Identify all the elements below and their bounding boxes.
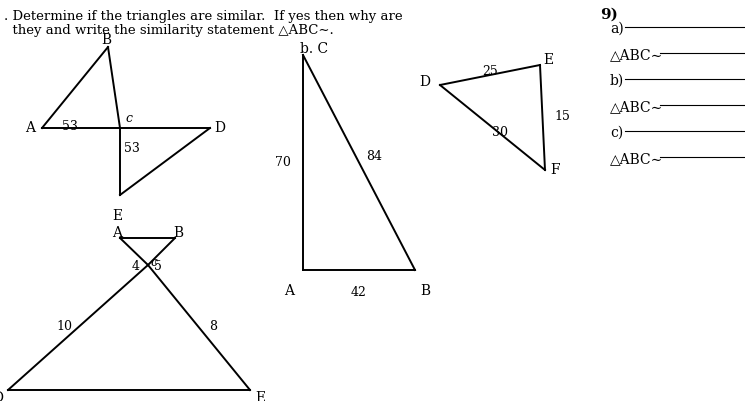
Text: c: c: [150, 255, 157, 269]
Text: . Determine if the triangles are similar.  If yes then why are: . Determine if the triangles are similar…: [4, 10, 402, 23]
Text: b. C: b. C: [300, 42, 328, 56]
Text: c): c): [610, 126, 624, 140]
Text: B: B: [101, 33, 111, 47]
Text: 4: 4: [132, 261, 140, 273]
Text: △ABC∼: △ABC∼: [610, 100, 663, 114]
Text: 70: 70: [275, 156, 291, 168]
Text: 9): 9): [600, 8, 618, 22]
Text: △ABC∼: △ABC∼: [610, 152, 663, 166]
Text: 10: 10: [56, 320, 72, 334]
Text: 5: 5: [154, 261, 162, 273]
Text: D: D: [215, 121, 226, 135]
Text: 42: 42: [351, 286, 367, 299]
Text: 53: 53: [62, 119, 78, 132]
Text: a): a): [610, 22, 624, 36]
Text: A: A: [25, 121, 35, 135]
Text: E: E: [543, 53, 553, 67]
Text: B: B: [420, 284, 430, 298]
Text: 53: 53: [124, 142, 140, 154]
Text: 25: 25: [482, 65, 498, 78]
Text: 8: 8: [209, 320, 217, 334]
Text: F: F: [550, 163, 559, 177]
Text: △ABC∼: △ABC∼: [610, 48, 663, 62]
Text: 84: 84: [366, 150, 382, 164]
Text: D: D: [0, 391, 3, 401]
Text: A: A: [112, 226, 122, 240]
Text: E: E: [112, 209, 122, 223]
Text: E: E: [255, 391, 265, 401]
Text: b): b): [610, 74, 624, 88]
Text: B: B: [173, 226, 183, 240]
Text: they and write the similarity statement △ABC∼.: they and write the similarity statement …: [4, 24, 334, 37]
Text: D: D: [419, 75, 430, 89]
Text: A: A: [284, 284, 294, 298]
Text: 30: 30: [492, 126, 508, 138]
Text: 15: 15: [554, 111, 570, 124]
Text: c: c: [125, 111, 132, 124]
